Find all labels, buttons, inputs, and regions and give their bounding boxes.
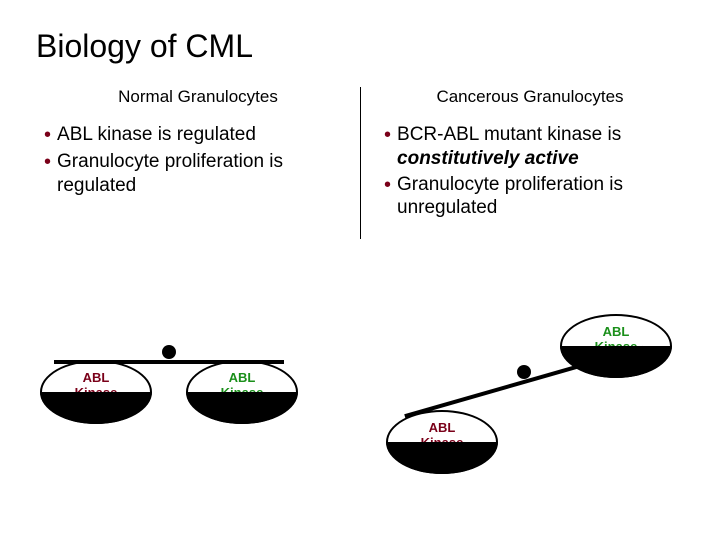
scale-pan-left: ABLKinaseOFF (40, 360, 152, 424)
right-heading: Cancerous Granulocytes (384, 87, 676, 107)
scale-fulcrum (517, 365, 531, 379)
bullet-icon: • (384, 123, 391, 148)
bullet-text: ABL kinase is regulated (57, 123, 352, 147)
bullet-text: Granulocyte proliferation is regulated (57, 150, 352, 198)
slide: Biology of CML Normal Granulocytes • ABL… (0, 0, 720, 222)
pan-fill (386, 442, 498, 474)
bullet-icon: • (44, 123, 51, 148)
bullet-text: BCR-ABL mutant kinase is constitutively … (397, 123, 676, 171)
bullet-item: • BCR-ABL mutant kinase is constitutivel… (384, 123, 676, 171)
bullet-item: • Granulocyte proliferation is regulated (44, 150, 352, 198)
bullet-item: • ABL kinase is regulated (44, 123, 352, 148)
bullet-icon: • (384, 173, 391, 198)
pan-fill (560, 346, 672, 378)
pan-fill (186, 392, 298, 424)
bullet-icon: • (44, 150, 51, 175)
bullet-text-em: constitutively active (397, 148, 579, 169)
left-bullets: • ABL kinase is regulated • Granulocyte … (44, 123, 352, 198)
slide-title: Biology of CML (36, 28, 684, 65)
column-divider (360, 87, 361, 239)
left-heading: Normal Granulocytes (44, 87, 352, 107)
columns: Normal Granulocytes • ABL kinase is regu… (36, 87, 684, 222)
bullet-item: • Granulocyte proliferation is unregulat… (384, 173, 676, 221)
scale-pan-left: ABLKinaseOFF (386, 410, 498, 474)
left-column: Normal Granulocytes • ABL kinase is regu… (36, 87, 360, 222)
bullet-text-pre: BCR-ABL mutant kinase is (397, 124, 621, 145)
pan-fill (40, 392, 152, 424)
bullet-text: Granulocyte proliferation is unregulated (397, 173, 676, 221)
scales-area: ABLKinaseOFF ABLKinaseON ABLKinaseOFF AB… (0, 300, 720, 540)
right-bullets: • BCR-ABL mutant kinase is constitutivel… (384, 123, 676, 220)
right-column: Cancerous Granulocytes • BCR-ABL mutant … (360, 87, 684, 222)
scale-fulcrum (162, 345, 176, 359)
scale-pan-right: ABLKinaseON (186, 360, 298, 424)
scale-pan-right: ABLKinaseON (560, 314, 672, 378)
